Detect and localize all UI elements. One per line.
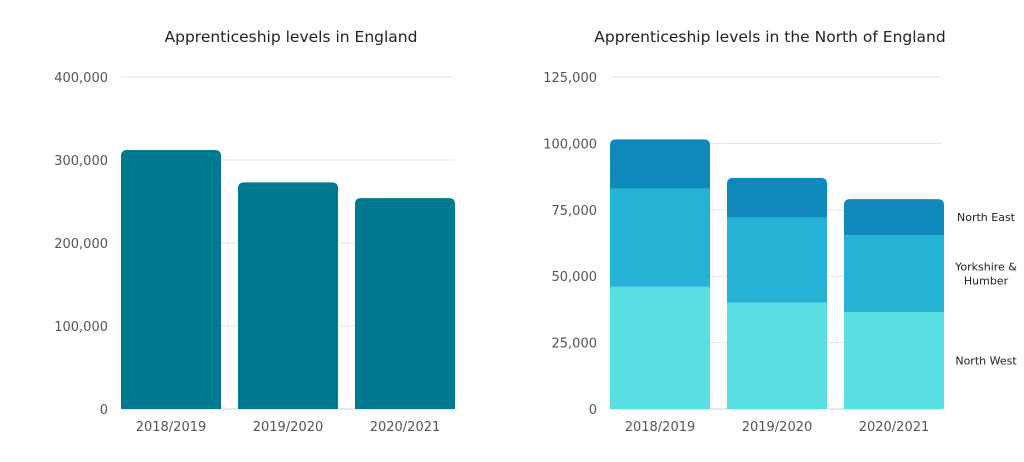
y-tick-label: 200,000 (54, 237, 108, 252)
england-bars (121, 150, 455, 410)
bar-segment (610, 139, 710, 189)
bar-segment (844, 235, 944, 313)
england-chart-title: Apprenticeship levels in England (165, 28, 418, 46)
x-tick-label: 2020/2021 (370, 420, 441, 435)
y-tick-label: 25,000 (552, 337, 598, 352)
north-stacked-bars (610, 139, 944, 409)
bar-segment (727, 177, 827, 218)
y-tick-label: 50,000 (552, 270, 598, 285)
england-x-tick-labels: 2018/2019 2019/2020 2020/2021 (136, 420, 441, 435)
bar-segment (727, 302, 827, 409)
series-label: North East (957, 211, 1016, 224)
y-tick-label: 75,000 (552, 204, 598, 219)
north-chart-title: Apprenticeship levels in the North of En… (594, 28, 945, 46)
y-tick-label: 100,000 (54, 320, 108, 335)
x-tick-label: 2018/2019 (136, 420, 207, 435)
series-label: Yorkshire & Humber (954, 261, 1017, 288)
england-chart: Apprenticeship levels in England 0 100,00… (54, 28, 455, 435)
x-tick-label: 2019/2020 (253, 420, 324, 435)
x-tick-label: 2019/2020 (742, 420, 813, 435)
x-tick-label: 2018/2019 (625, 420, 696, 435)
y-tick-label: 0 (100, 403, 108, 418)
series-label: North West (955, 355, 1017, 368)
bar-segment (355, 198, 455, 409)
north-series-labels: North West Yorkshire & Humber North East (954, 211, 1017, 367)
bar-segment (727, 217, 827, 303)
bar-segment (610, 188, 710, 287)
bar-segment (121, 150, 221, 410)
y-tick-label: 125,000 (543, 71, 597, 86)
y-tick-label: 300,000 (54, 154, 108, 169)
bar-segment (844, 199, 944, 236)
england-y-tick-labels: 0 100,000 200,000 300,000 400,000 (54, 71, 108, 418)
y-tick-label: 400,000 (54, 71, 108, 86)
x-tick-label: 2020/2021 (859, 420, 930, 435)
north-x-tick-labels: 2018/2019 2019/2020 2020/2021 (625, 420, 930, 435)
y-tick-label: 100,000 (543, 137, 597, 152)
north-chart: Apprenticeship levels in the North of En… (543, 28, 1017, 435)
bar-segment (610, 286, 710, 409)
y-tick-label: 0 (589, 403, 597, 418)
bar-segment (238, 182, 338, 409)
bar-segment (844, 312, 944, 409)
north-y-tick-labels: 0 25,000 50,000 75,000 100,000 125,000 (543, 71, 597, 418)
